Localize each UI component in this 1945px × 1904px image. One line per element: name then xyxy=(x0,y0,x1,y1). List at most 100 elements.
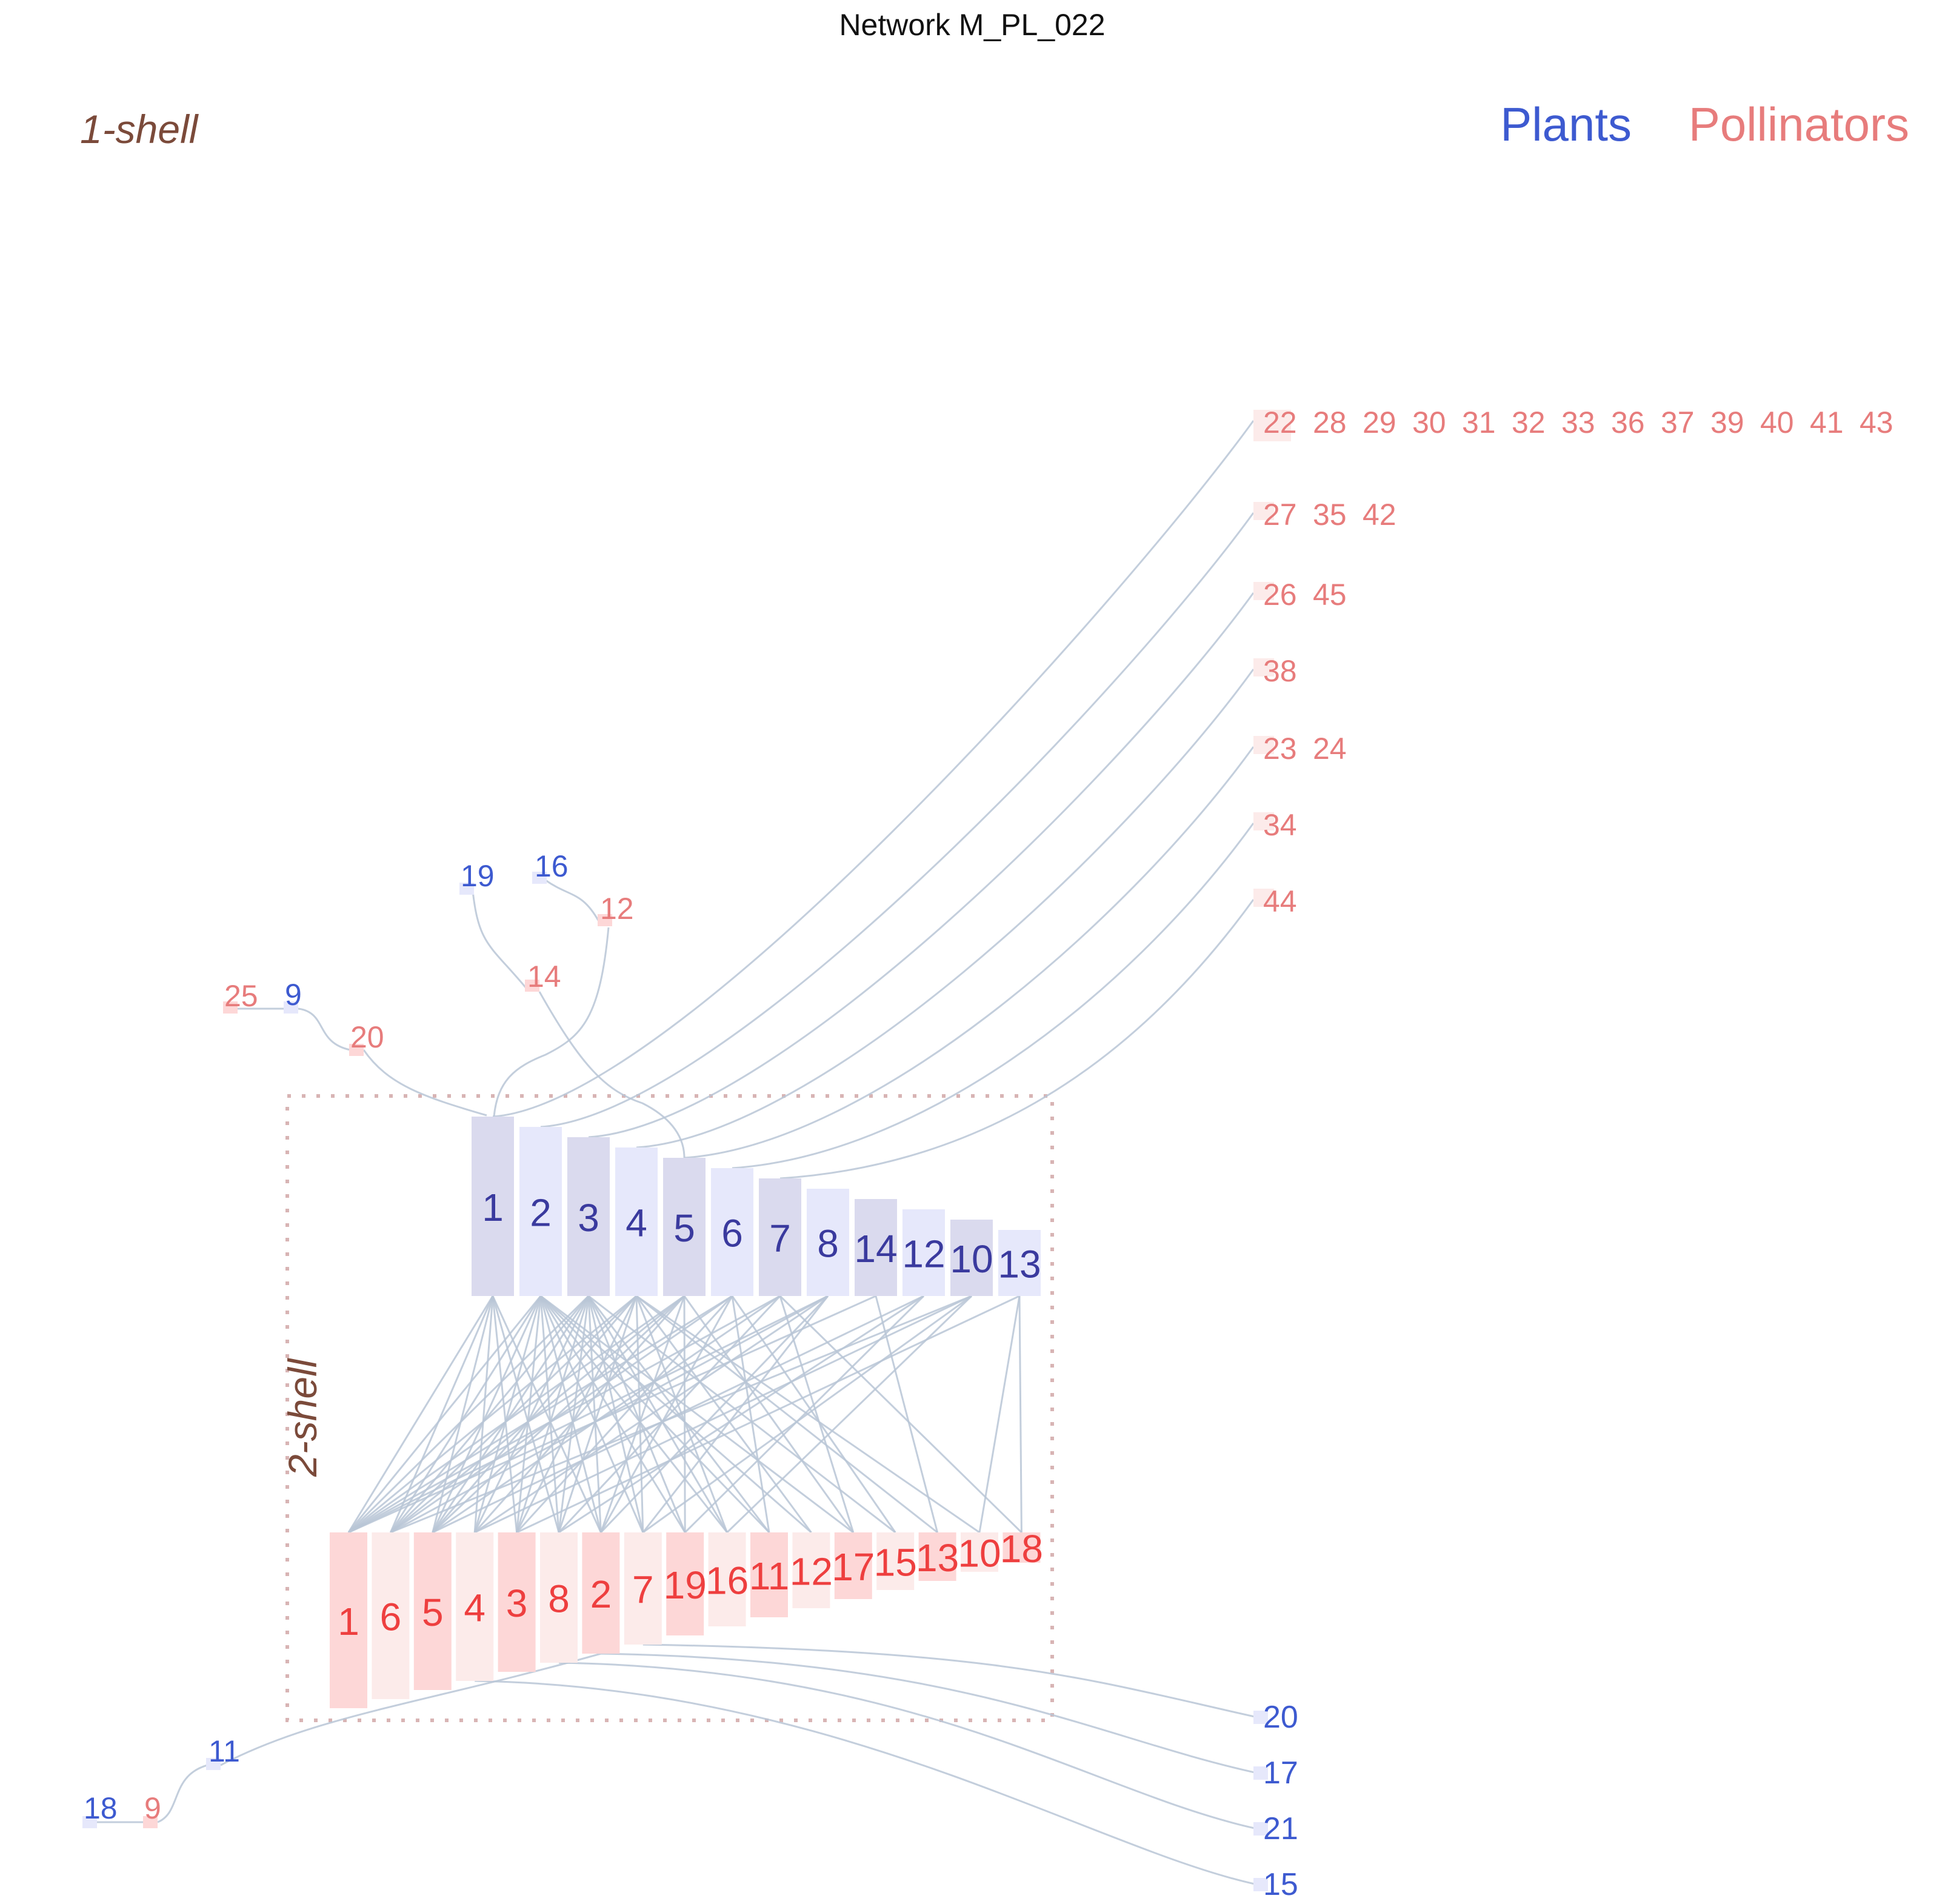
pollinator-label: 33 xyxy=(1561,406,1595,439)
chain-plant-node xyxy=(284,1001,298,1014)
core-pollinator-label: 11 xyxy=(749,1554,789,1598)
pollinator-group-node xyxy=(1253,812,1274,830)
chain-link xyxy=(220,1652,601,1766)
core-link xyxy=(540,1295,812,1534)
chain-link xyxy=(538,991,686,1158)
core-plant-label: 2 xyxy=(530,1191,552,1235)
core-pollinator-node xyxy=(413,1532,452,1690)
core-link xyxy=(390,1295,829,1534)
core-plant-label: 8 xyxy=(817,1222,839,1266)
plant-label: 17 xyxy=(1263,1755,1298,1791)
core-link xyxy=(348,1295,829,1534)
core-link xyxy=(474,1295,686,1533)
core-link xyxy=(726,1295,973,1534)
core-link xyxy=(348,1295,733,1534)
pollinator-group-link xyxy=(588,592,1255,1138)
core-link xyxy=(599,1295,686,1533)
core-link xyxy=(731,1295,896,1533)
core-plant-node xyxy=(615,1147,658,1296)
core-link xyxy=(390,1295,638,1534)
core-link xyxy=(558,1295,781,1534)
pollinator-group-link xyxy=(779,899,1255,1180)
core-link xyxy=(516,1295,1020,1534)
chain-pollinator-node xyxy=(223,1001,238,1014)
core-link xyxy=(347,1295,590,1534)
core-link xyxy=(635,1295,644,1533)
pollinator-group-link xyxy=(732,823,1255,1169)
core-plant-node xyxy=(902,1209,945,1296)
core-link xyxy=(642,1295,829,1533)
core-pollinator-label: 17 xyxy=(832,1545,875,1589)
core-plant-label: 13 xyxy=(998,1243,1041,1286)
chain-pollinator-node xyxy=(525,980,539,992)
core-plant-node xyxy=(759,1178,801,1296)
core-pollinator-label: 7 xyxy=(632,1568,654,1612)
links-layer xyxy=(96,420,1255,1885)
core-link xyxy=(474,1295,829,1534)
pollinator-label: 30 xyxy=(1412,406,1446,439)
core-pollinator-label: 8 xyxy=(548,1577,570,1621)
chain-link xyxy=(298,1007,351,1051)
pollinator-label: 40 xyxy=(1760,406,1794,439)
shell-2-label: 2-shell xyxy=(280,1357,325,1477)
pollinator-label: 38 xyxy=(1263,654,1297,688)
diagram-title: Network M_PL_022 xyxy=(839,8,1105,42)
core-link xyxy=(432,1295,686,1534)
pollinator-label: 44 xyxy=(1263,884,1297,918)
pollinator-group-link xyxy=(492,420,1255,1118)
core-plant-label: 12 xyxy=(902,1232,945,1276)
pollinator-group-link xyxy=(636,669,1255,1149)
core-link xyxy=(432,1295,590,1533)
pollinator-label: 36 xyxy=(1611,406,1645,439)
core-pollinator-label: 18 xyxy=(1000,1527,1043,1571)
core-pollinator-node xyxy=(961,1532,998,1572)
core-link xyxy=(390,1295,542,1533)
plant-label: 20 xyxy=(1263,1700,1298,1735)
core-plant-label: 7 xyxy=(769,1217,791,1260)
core-link xyxy=(432,1295,924,1534)
core-pollinator-node xyxy=(624,1532,662,1645)
pollinator-label: 35 xyxy=(1313,498,1347,532)
core-pollinator-label: 13 xyxy=(916,1536,959,1580)
pollinator-label: 27 xyxy=(1263,498,1297,532)
core-pollinator-node xyxy=(834,1532,872,1599)
core-plant-node xyxy=(950,1220,993,1296)
core-pollinator-node xyxy=(876,1532,915,1590)
chain-link xyxy=(362,1049,487,1117)
core-link xyxy=(539,1295,602,1533)
core-plant-label: 3 xyxy=(578,1196,599,1240)
core-pollinator-node xyxy=(498,1532,536,1672)
core-plant-label: 5 xyxy=(673,1206,695,1250)
pollinator-label: 37 xyxy=(1661,406,1695,439)
plant-group-node xyxy=(1253,1822,1268,1836)
pollinator-label: 24 xyxy=(1313,732,1347,766)
pollinator-label: 28 xyxy=(1313,406,1347,439)
core-link xyxy=(731,1295,770,1533)
core-link xyxy=(636,1295,938,1534)
core-link xyxy=(540,1295,854,1534)
core-link xyxy=(779,1295,855,1533)
core-pollinator-node xyxy=(708,1532,746,1626)
chain-pollinator-node xyxy=(349,1044,364,1056)
core-plant-node xyxy=(807,1189,849,1296)
pollinator-label: 22 xyxy=(1263,406,1297,439)
core-plant-label: 14 xyxy=(854,1227,897,1271)
core-link xyxy=(347,1295,542,1533)
chain-plant-node xyxy=(459,883,474,895)
core-pollinator-label: 12 xyxy=(790,1550,833,1594)
pollinator-group-node xyxy=(1253,410,1291,441)
core-pollinator-label: 15 xyxy=(874,1541,917,1585)
pollinator-label: 39 xyxy=(1710,406,1744,439)
core-plant-node xyxy=(519,1127,562,1296)
pollinator-group-node xyxy=(1253,889,1274,907)
core-plant-label: 1 xyxy=(482,1186,504,1229)
core-link xyxy=(587,1295,644,1533)
core-link xyxy=(539,1295,644,1533)
core-link xyxy=(473,1295,590,1533)
core-pollinator-node xyxy=(792,1532,830,1608)
pollinator-group-node xyxy=(1253,658,1274,676)
plant-group-node xyxy=(1253,1878,1268,1891)
core-link xyxy=(600,1295,733,1533)
core-link xyxy=(492,1295,602,1533)
